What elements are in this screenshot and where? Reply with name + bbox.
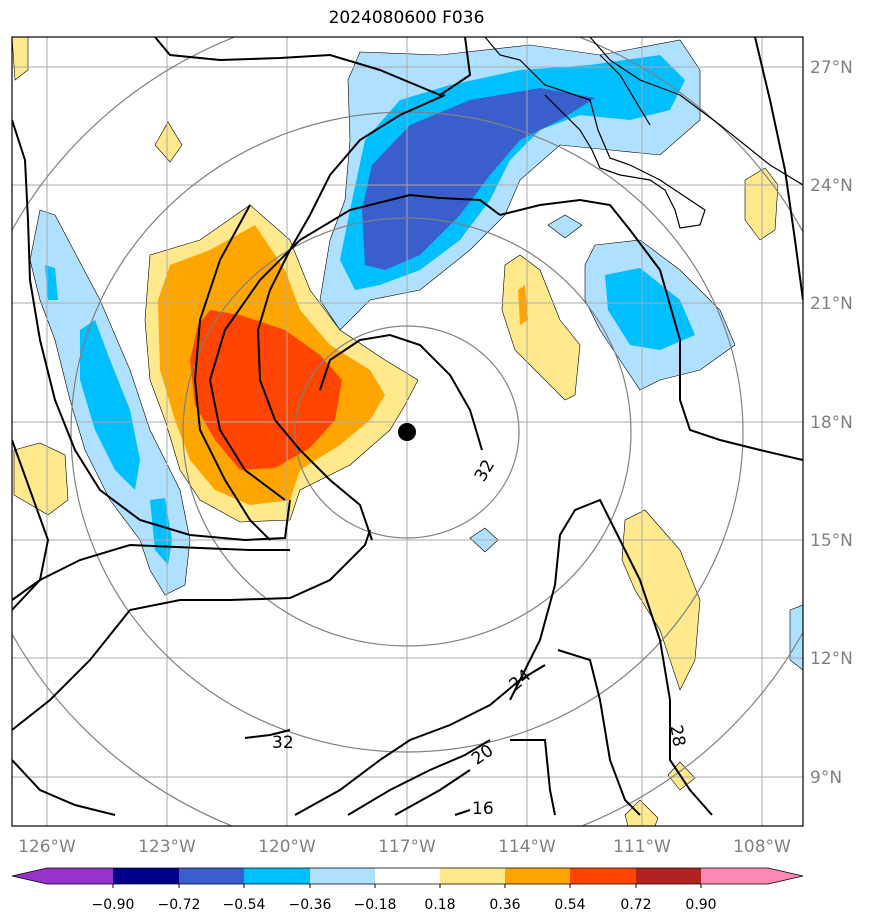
strong-positive-shading <box>158 225 528 505</box>
map-area: 32 32 24 20 16 28 <box>12 37 803 826</box>
colorbar-segment <box>701 868 768 884</box>
lon-label-108w: 108°W <box>733 837 791 857</box>
colorbar-label-n054: −0.54 <box>223 897 266 913</box>
colorbar-label-n018: −0.18 <box>354 897 397 913</box>
strong-negative-shading <box>45 55 695 565</box>
height-contours <box>12 37 803 816</box>
colorbar-label-p072: 0.72 <box>620 897 651 913</box>
storm-center-marker <box>398 423 416 441</box>
map-frame <box>11 36 804 827</box>
lon-label-120w: 120°W <box>258 837 316 857</box>
colorbar-segment <box>505 868 570 884</box>
colorbar-segment <box>636 868 701 884</box>
colorbar-segment <box>570 868 636 884</box>
colorbar-segment <box>113 868 179 884</box>
colorbar-label-p054: 0.54 <box>554 897 585 913</box>
lon-label-114w: 114°W <box>498 837 556 857</box>
contour-label-16: 16 <box>472 799 494 819</box>
contour-label-28: 28 <box>665 724 688 749</box>
colorbar-segment <box>375 868 440 884</box>
colorbar-segment <box>310 868 375 884</box>
colorbar-segment <box>179 868 244 884</box>
longitude-labels: 126°W 123°W 120°W 117°W 114°W 111°W 108°… <box>18 837 791 857</box>
colorbar-label-p018: 0.18 <box>424 897 455 913</box>
colorbar-extend-max <box>768 868 803 884</box>
colorbar-label-p036: 0.36 <box>489 897 520 913</box>
lat-label-27n: 27°N <box>810 58 853 78</box>
colorbar-segment <box>244 868 310 884</box>
lon-label-126w: 126°W <box>18 837 76 857</box>
lon-label-123w: 123°W <box>138 837 196 857</box>
contour-label-32b: 32 <box>272 733 294 753</box>
colorbar-outline <box>11 867 804 885</box>
colorbar <box>11 867 804 888</box>
lat-label-15n: 15°N <box>810 531 853 551</box>
lat-label-24n: 24°N <box>810 176 853 196</box>
coastline <box>484 37 803 229</box>
map-title: 2024080600 F036 <box>328 8 485 28</box>
latitude-labels: 27°N 24°N 21°N 18°N 15°N 12°N 9°N <box>810 58 853 788</box>
lat-label-9n: 9°N <box>810 768 842 788</box>
graticule <box>12 37 803 826</box>
lon-label-111w: 111°W <box>613 837 671 857</box>
colorbar-label-n090: −0.90 <box>92 897 135 913</box>
lat-label-18n: 18°N <box>810 413 853 433</box>
colorbar-label-n036: −0.36 <box>289 897 332 913</box>
lat-label-21n: 21°N <box>810 294 853 314</box>
colorbar-tick-labels: −0.90 −0.72 −0.54 −0.36 −0.18 0.18 0.36 … <box>92 897 717 913</box>
colorbar-label-p090: 0.90 <box>685 897 716 913</box>
colorbar-label-n072: −0.72 <box>158 897 201 913</box>
colorbar-extend-min <box>12 868 47 884</box>
lon-label-117w: 117°W <box>378 837 436 857</box>
colorbar-segment <box>47 868 113 884</box>
lat-label-12n: 12°N <box>810 649 853 669</box>
colorbar-segment <box>440 868 505 884</box>
